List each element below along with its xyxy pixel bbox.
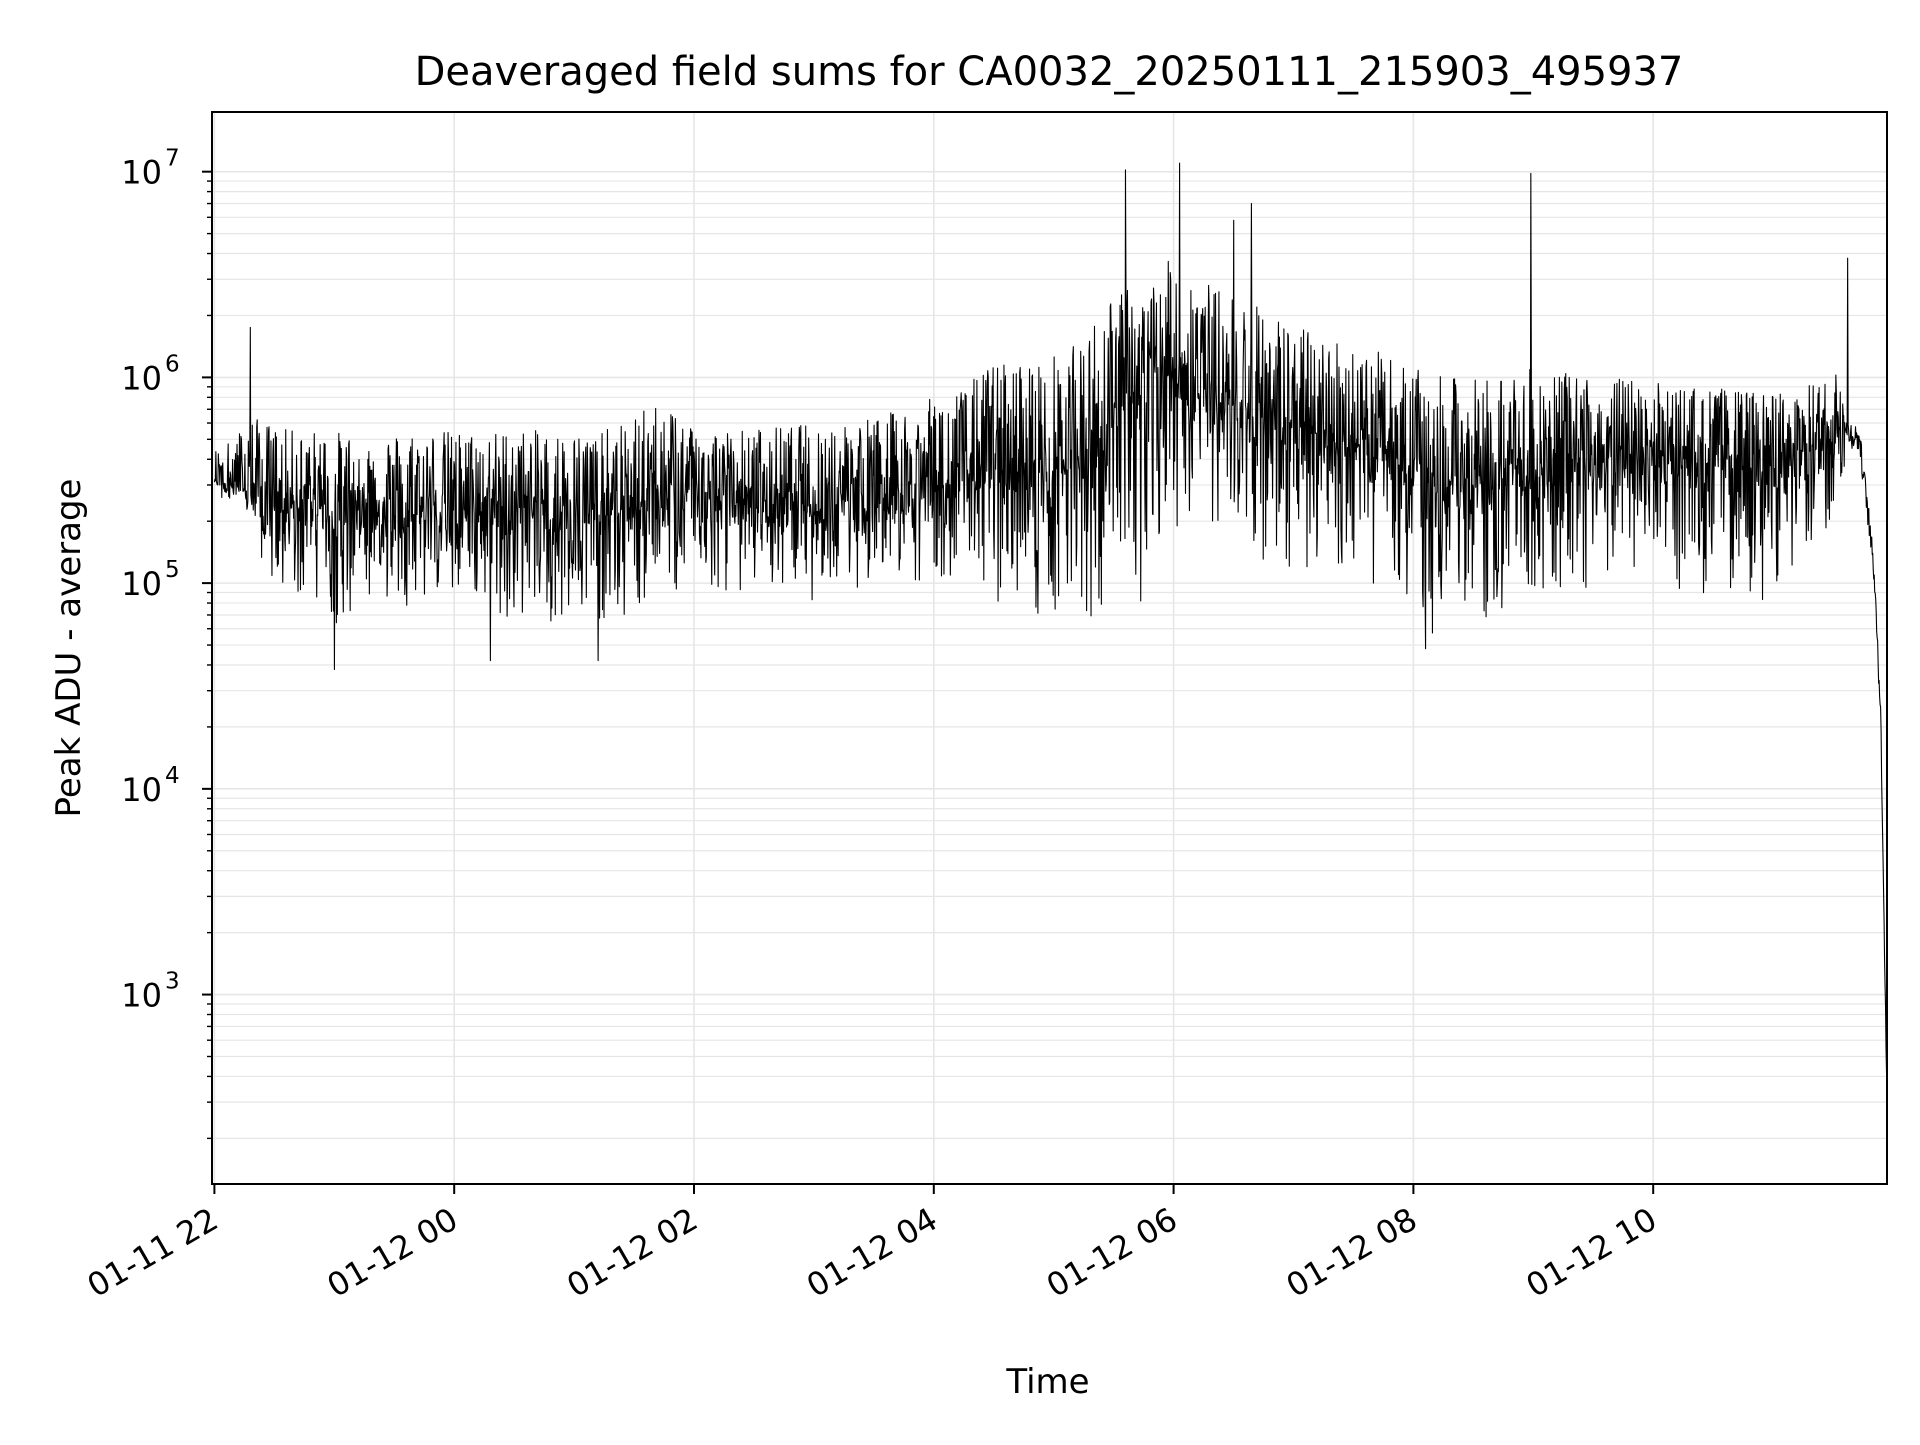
y-tick-label-exponent: 5	[165, 557, 180, 583]
series-line	[213, 162, 1888, 1112]
y-tick-label: 10	[121, 771, 162, 809]
chart-title: Deaveraged field sums for CA0032_2025011…	[415, 49, 1684, 95]
y-tick-label-exponent: 4	[165, 763, 180, 789]
y-tick-label: 10	[121, 977, 162, 1015]
y-tick-label-exponent: 3	[165, 969, 180, 995]
y-tick-label: 10	[121, 154, 162, 192]
y-tick-label-exponent: 6	[165, 351, 180, 377]
plot-area-frame	[211, 111, 1888, 1185]
y-tick-label: 10	[121, 359, 162, 397]
x-axis-label: Time	[1005, 1362, 1089, 1402]
y-tick-label: 10	[121, 565, 162, 603]
series-layer	[213, 162, 1888, 1112]
y-tick-label-exponent: 7	[165, 146, 180, 172]
y-axis-label: Peak ADU - average	[49, 479, 89, 818]
